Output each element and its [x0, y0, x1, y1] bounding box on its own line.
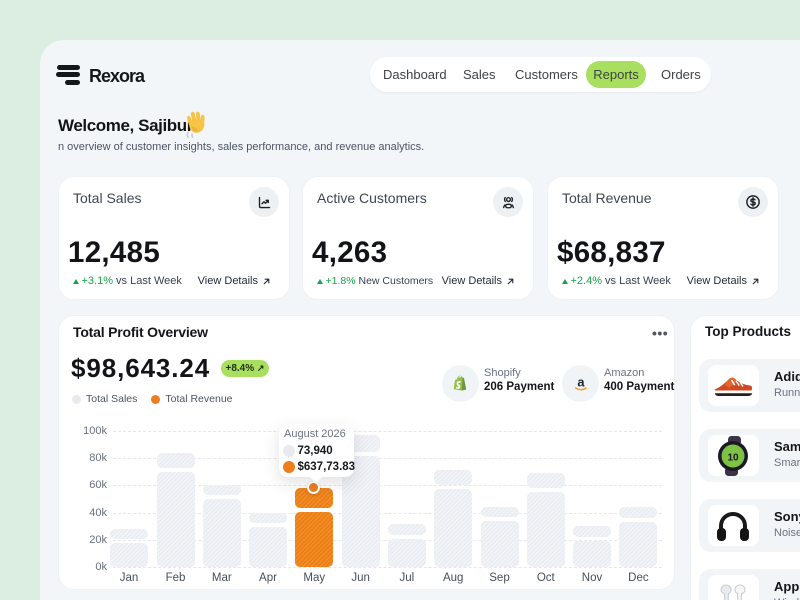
svg-text:10: 10: [727, 452, 739, 463]
svg-text:a: a: [577, 374, 585, 389]
